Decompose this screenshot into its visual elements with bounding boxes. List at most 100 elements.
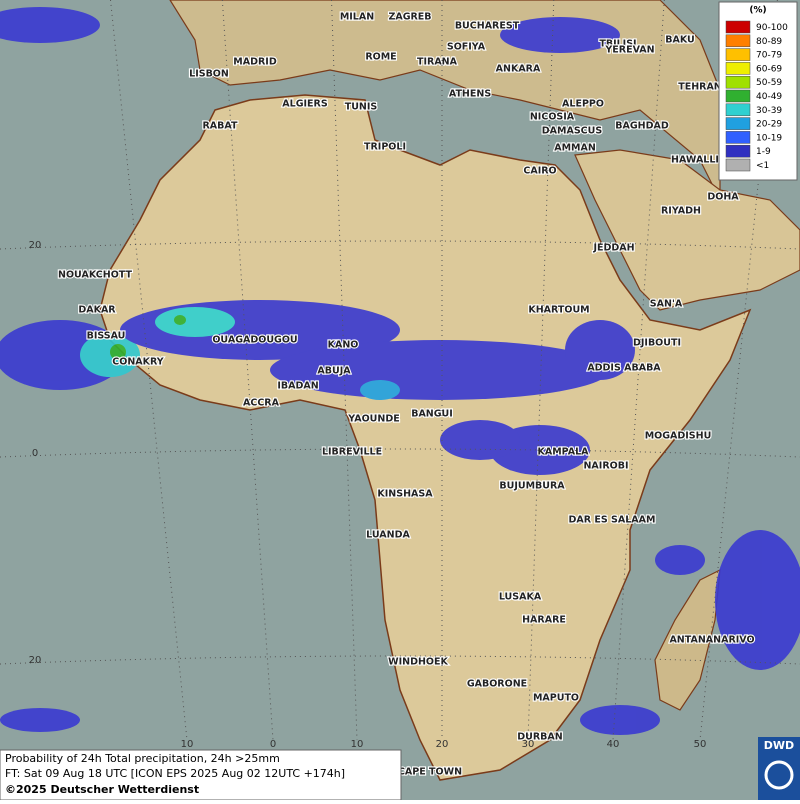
city-label: DJIBOUTI bbox=[633, 338, 681, 349]
africa-land bbox=[99, 94, 752, 781]
city-label: MOGADISHU bbox=[645, 431, 712, 442]
graticule bbox=[527, 0, 555, 741]
lon-label: 0 bbox=[270, 739, 276, 750]
footer-line: Probability of 24h Total precipitation, … bbox=[5, 752, 280, 765]
city-label: TBILISI bbox=[599, 39, 636, 50]
legend-swatch bbox=[725, 20, 751, 34]
city-label: RABAT bbox=[202, 121, 238, 132]
city-label: LUSAKA bbox=[499, 592, 542, 603]
footer-box bbox=[0, 749, 402, 801]
city-label: LIBREVILLE bbox=[322, 447, 382, 458]
city-label: NAIROBI bbox=[583, 461, 628, 472]
graticule bbox=[612, 0, 665, 741]
graticule bbox=[0, 655, 800, 665]
city-label: HARARE bbox=[522, 615, 566, 626]
city-label: GABORONE bbox=[467, 679, 527, 690]
legend-label: 40-49 bbox=[756, 92, 782, 102]
city-label: WINDHOEK bbox=[388, 657, 448, 668]
city-label: SAN'A bbox=[650, 299, 683, 310]
lon-label: 40 bbox=[607, 739, 620, 750]
city-label: CONAKRY bbox=[112, 357, 164, 368]
lat-label: 20 bbox=[29, 655, 42, 666]
lon-label: 30 bbox=[522, 739, 535, 750]
lon-label: 50 bbox=[694, 739, 707, 750]
legend-swatch bbox=[725, 62, 751, 75]
legend-swatch bbox=[725, 144, 751, 158]
city-label: AMMAN bbox=[554, 143, 596, 154]
city-label: CAPE TOWN bbox=[398, 767, 462, 778]
legend-label: 60-69 bbox=[756, 64, 782, 74]
city-label: DAR ES SALAAM bbox=[569, 515, 656, 526]
city-label: BUCHAREST bbox=[455, 21, 520, 32]
city-label: TUNIS bbox=[345, 102, 378, 113]
city-label: BAKU bbox=[665, 35, 695, 46]
lon-label: 10 bbox=[181, 739, 194, 750]
city-label: NOUAKCHOTT bbox=[58, 270, 132, 281]
legend-swatch bbox=[725, 48, 751, 61]
city-label: YEREVAN bbox=[604, 45, 654, 56]
city-label: MADRID bbox=[233, 57, 277, 68]
legend-label: 20-29 bbox=[756, 120, 782, 130]
legend-swatch bbox=[725, 34, 751, 48]
city-label: BANGUI bbox=[411, 409, 453, 420]
graticule bbox=[0, 240, 800, 250]
legend-label: 1-9 bbox=[756, 147, 771, 157]
city-label: ATHENS bbox=[449, 89, 491, 100]
city-label: RIYADH bbox=[661, 206, 701, 217]
city-label: ANTANANARIVO bbox=[669, 635, 754, 646]
city-label: TEHRAN bbox=[678, 82, 722, 93]
city-label: SOFIYA bbox=[447, 42, 486, 53]
legend-label: 70-79 bbox=[756, 51, 782, 61]
legend-swatch bbox=[725, 131, 751, 144]
city-label: ADDIS ABABA bbox=[587, 363, 661, 374]
city-label: BAGHDAD bbox=[615, 121, 669, 132]
city-label: ZAGREB bbox=[388, 12, 431, 23]
lat-label: 0 bbox=[32, 448, 38, 459]
city-label: HAWALLI bbox=[671, 155, 719, 166]
legend-swatch bbox=[725, 158, 751, 172]
city-label: MAPUTO bbox=[533, 693, 579, 704]
city-label: DAMASCUS bbox=[542, 126, 603, 137]
logo: DWD bbox=[764, 739, 794, 752]
city-label: BISSAU bbox=[87, 331, 126, 342]
city-label: ROME bbox=[365, 52, 396, 63]
footer-line: ©2025 Deutscher Wetterdienst bbox=[5, 783, 199, 796]
city-label: DOHA bbox=[707, 192, 739, 203]
legend-label: 80-89 bbox=[756, 37, 782, 47]
city-label: ABUJA bbox=[317, 366, 351, 377]
graticule bbox=[221, 0, 274, 741]
city-label: DAKAR bbox=[78, 305, 116, 316]
city-label: IBADAN bbox=[277, 381, 318, 392]
city-label: DURBAN bbox=[517, 732, 563, 743]
city-label: LUANDA bbox=[366, 530, 410, 541]
graticule bbox=[331, 0, 358, 741]
legend-swatch bbox=[725, 103, 751, 117]
legend-swatch bbox=[725, 89, 751, 103]
graticule bbox=[0, 448, 800, 458]
city-label: OUAGADOUGOU bbox=[212, 335, 297, 346]
city-label: ALGIERS bbox=[282, 99, 328, 110]
legend-label: 30-39 bbox=[756, 106, 782, 116]
legend-swatch bbox=[725, 75, 751, 89]
city-label: KINSHASA bbox=[377, 489, 433, 500]
lon-label: 10 bbox=[351, 739, 364, 750]
city-label: KHARTOUM bbox=[528, 305, 589, 316]
lon-label: 20 bbox=[436, 739, 449, 750]
city-label: TRIPOLI bbox=[364, 142, 406, 153]
city-label: MILAN bbox=[340, 12, 374, 23]
lat-label: 20 bbox=[29, 240, 42, 251]
legend-swatch bbox=[725, 117, 751, 130]
legend-label: <1 bbox=[756, 161, 769, 171]
city-label: ALEPPO bbox=[562, 99, 604, 110]
precipitation bbox=[0, 7, 800, 735]
city-label: YAOUNDE bbox=[347, 414, 399, 425]
city-label: ANKARA bbox=[496, 64, 541, 75]
legend-label: 90-100 bbox=[756, 23, 788, 33]
city-label: TIRANA bbox=[417, 57, 458, 68]
city-label: NICOSIA bbox=[530, 112, 575, 123]
legend-title: (%) bbox=[749, 6, 766, 16]
arabia-land bbox=[574, 149, 800, 311]
city-label: ACCRA bbox=[243, 398, 280, 409]
legend-label: 50-59 bbox=[756, 78, 782, 88]
graticule bbox=[699, 0, 778, 741]
